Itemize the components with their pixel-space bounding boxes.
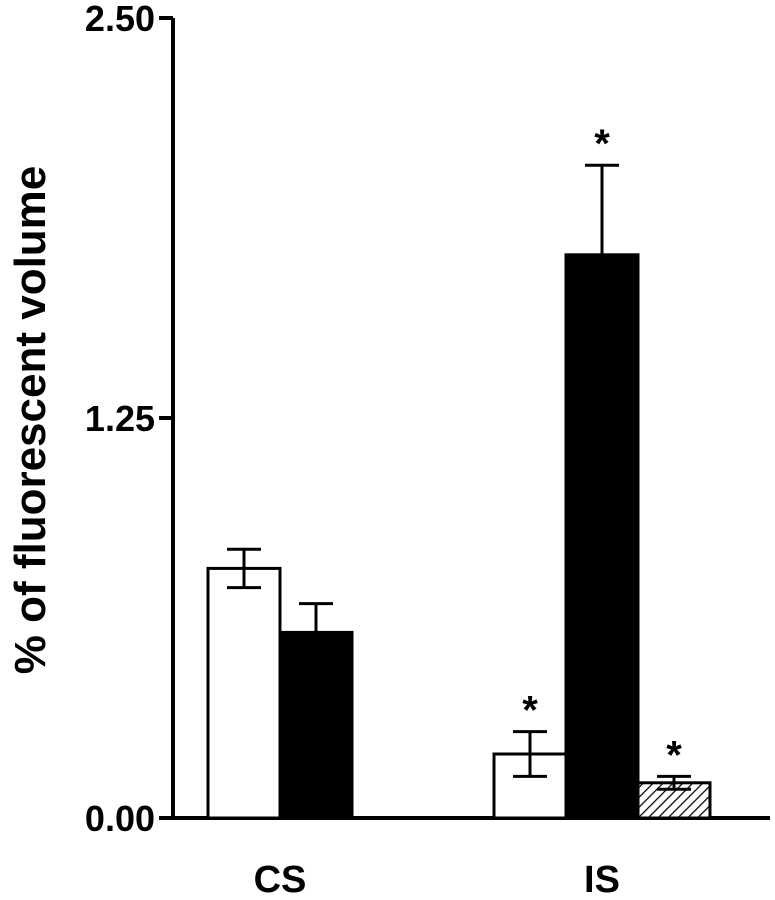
x-category-label: CS bbox=[254, 859, 307, 900]
y-axis-title: % of fluorescent volume bbox=[6, 166, 55, 675]
significance-asterisk: * bbox=[666, 733, 682, 777]
y-tick-label: 1.25 bbox=[85, 398, 155, 439]
significance-asterisk: * bbox=[594, 122, 610, 166]
significance-asterisk: * bbox=[522, 689, 538, 733]
y-tick-label: 2.50 bbox=[85, 0, 155, 39]
bar-is-black bbox=[564, 253, 640, 820]
bar-cs-white bbox=[206, 566, 282, 820]
bar-cs-black bbox=[278, 630, 354, 820]
y-tick-label: 0.00 bbox=[85, 798, 155, 839]
x-category-label: IS bbox=[584, 859, 620, 900]
